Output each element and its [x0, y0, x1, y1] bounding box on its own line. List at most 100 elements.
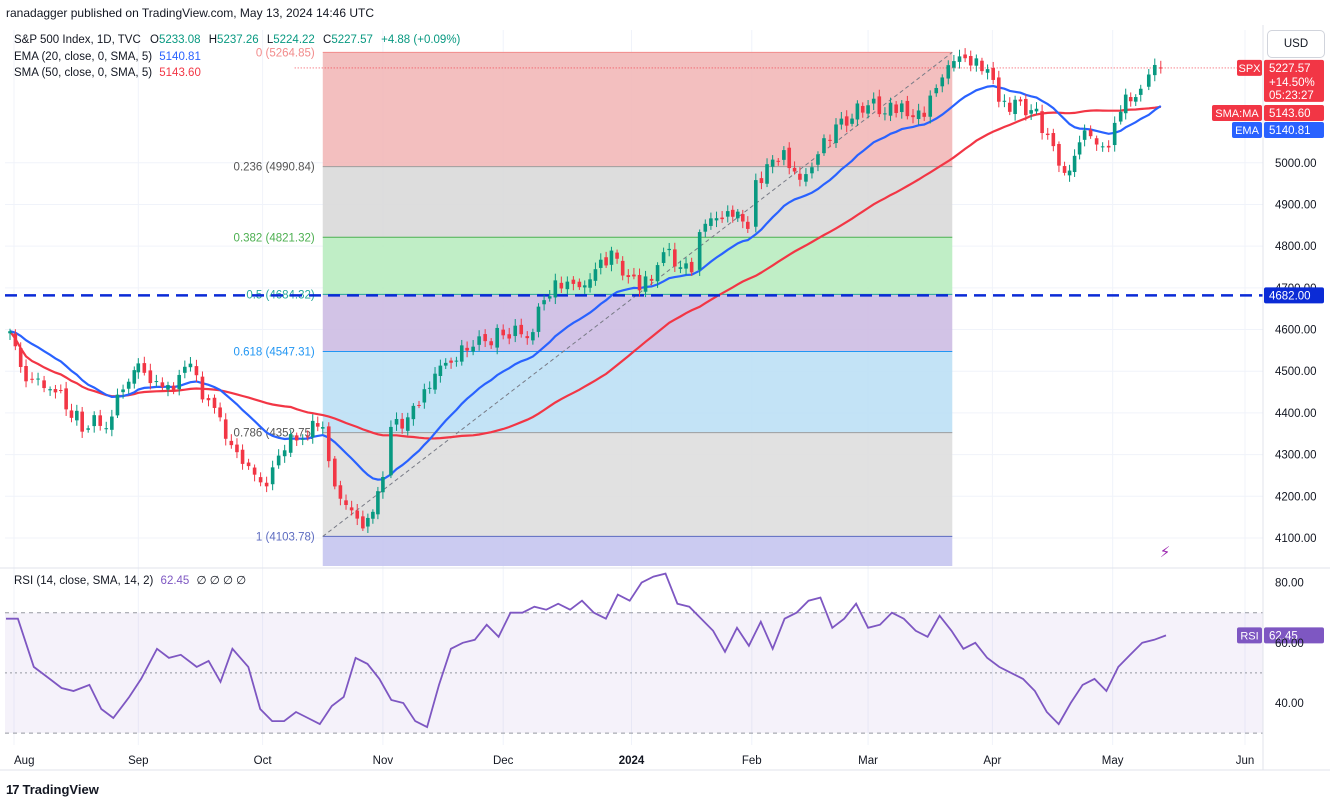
currency-button[interactable]: USD — [1267, 30, 1325, 58]
sma-name-bg — [1212, 105, 1262, 121]
candle-body — [136, 363, 141, 373]
candle-body — [240, 449, 245, 464]
candle-body — [320, 427, 325, 429]
candle-body — [957, 56, 962, 62]
rsi-value: 62.45 — [160, 575, 190, 587]
candle-body — [422, 389, 427, 403]
candlesticks — [8, 48, 1163, 533]
fibonacci-retracement: 0 (5264.85) 0.236 (4990.84) 0.382 (4821.32… — [234, 47, 953, 566]
candle-body — [877, 96, 882, 115]
tradingview-logo-icon: 17 — [6, 782, 20, 797]
candle-body — [883, 113, 887, 115]
spx-price: 5227.57 — [1269, 63, 1311, 75]
candle-body — [1062, 166, 1067, 173]
candle-body — [792, 167, 797, 172]
candle-body — [974, 58, 979, 66]
rsi-extra: ∅ ∅ ∅ ∅ — [196, 575, 247, 587]
candle-body — [963, 54, 967, 59]
candle-body — [1133, 97, 1138, 102]
candle-body — [264, 482, 269, 487]
candle-body — [1088, 129, 1093, 137]
candle-body — [598, 259, 603, 268]
candle-body — [1072, 155, 1077, 173]
candle-body — [709, 218, 713, 226]
candle-body — [536, 306, 541, 332]
candle-body — [376, 491, 380, 515]
x-tick-label: Jun — [1236, 755, 1255, 767]
candle-body — [810, 167, 814, 174]
candle-body — [235, 444, 239, 453]
candle-body — [997, 77, 1001, 102]
price-tags: SPX 5227.57 +14.50%05:23:27 SMA:MA 5143.60 EM… — [1160, 59, 1324, 561]
instrument-legend[interactable]: S&P 500 Index, 1D, TVC O5233.08 H5237.26… — [14, 34, 461, 46]
ema-tag-value: 5140.81 — [1269, 125, 1311, 137]
candle-body — [381, 476, 385, 493]
candle-body — [223, 419, 228, 439]
candle-body — [1040, 111, 1044, 134]
ema-value: 5140.81 — [159, 51, 201, 63]
candle-body — [934, 87, 939, 94]
sma-legend[interactable]: SMA (50, close, 0, SMA, 5) 5143.60 — [14, 67, 201, 79]
candle-body — [400, 418, 404, 429]
ema-legend[interactable]: EMA (20, close, 0, SMA, 5) 5140.81 — [14, 51, 201, 63]
rsi-tag-name: RSI — [1240, 630, 1258, 642]
candle-body — [860, 105, 865, 113]
x-tick-label: Apr — [983, 755, 1001, 767]
candle-body — [759, 178, 764, 184]
candle-body — [684, 263, 688, 269]
spx-change: +14.50% — [1269, 77, 1315, 89]
candle-body — [626, 275, 631, 278]
candle-body — [667, 248, 672, 251]
candle-body — [338, 485, 343, 499]
y-tick-label: 5000.00 — [1275, 158, 1317, 170]
candle-body — [525, 336, 530, 339]
candle-body — [183, 366, 187, 373]
candle-body — [940, 77, 945, 87]
candle-body — [366, 517, 370, 527]
alert-bolt-icon[interactable]: ⚡ — [1160, 543, 1171, 561]
candle-body — [582, 285, 587, 288]
candle-body — [1034, 108, 1039, 112]
x-tick-label: Feb — [742, 755, 762, 767]
candle-body — [200, 376, 205, 400]
candle-body — [75, 410, 79, 421]
sma-tag-value: 5143.60 — [1269, 108, 1311, 120]
candle-body — [177, 374, 182, 390]
candle-body — [206, 398, 211, 401]
candle-body — [58, 390, 63, 392]
fib-zone — [322, 432, 953, 537]
candle-body — [720, 217, 724, 220]
fib-level-label: 0.786 (4352.75) — [234, 428, 315, 440]
candle-body — [1051, 133, 1056, 147]
candle-body — [276, 455, 281, 466]
candle-body — [571, 279, 576, 284]
candle-body — [542, 300, 546, 305]
candle-body — [804, 174, 808, 182]
rsi-legend[interactable]: RSI (14, close, SMA, 14, 2) 62.45 ∅ ∅ ∅ … — [14, 573, 246, 587]
x-tick-label: Nov — [373, 755, 394, 767]
fib-zone — [322, 294, 953, 352]
rsi-tick-label: 60.00 — [1275, 638, 1304, 650]
candle-body — [371, 511, 375, 519]
candle-body — [850, 118, 854, 124]
candle-body — [332, 458, 337, 487]
candle-body — [326, 426, 331, 462]
support-tag: 4682.00 — [1269, 290, 1311, 302]
candle-body — [980, 60, 984, 72]
fib-zone — [322, 237, 953, 295]
candle-body — [782, 150, 786, 160]
rsi-name-bg — [1237, 627, 1262, 644]
candle-body — [64, 388, 68, 410]
candle-body — [1112, 122, 1117, 146]
sma-tag-name: SMA:MA — [1215, 108, 1259, 120]
tradingview-logo[interactable]: 17 TradingView — [6, 782, 99, 797]
candle-body — [394, 418, 399, 425]
candle-body — [985, 69, 990, 73]
candle-body — [547, 296, 552, 299]
candle-body — [844, 116, 849, 126]
candle-body — [471, 346, 475, 352]
ema-tag-value-bg — [1264, 122, 1324, 138]
candle-body — [673, 249, 677, 267]
candle-body — [513, 325, 518, 337]
